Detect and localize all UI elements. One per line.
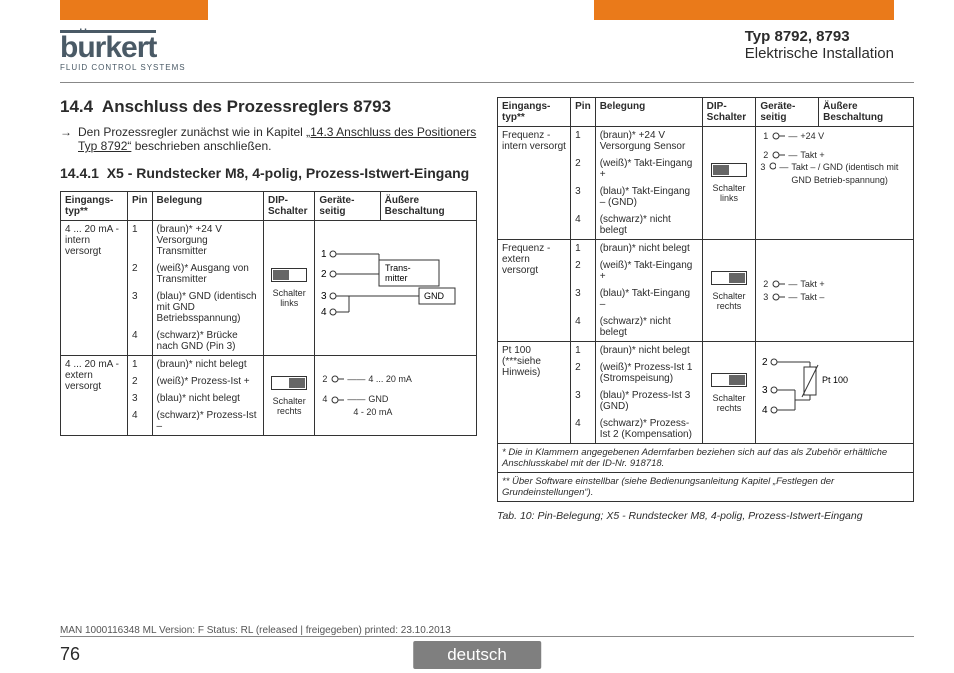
pin-table-left: Eingangs- typ** Pin Belegung DIP- Schalt… (60, 191, 477, 436)
svg-text:3: 3 (321, 291, 327, 302)
doc-type: Typ 8792, 8793 (745, 28, 894, 45)
language-pill: deutsch (413, 641, 541, 669)
dip-switch-icon (271, 376, 307, 390)
th-pin: Pin (127, 192, 152, 221)
page-number: 76 (60, 644, 80, 665)
section-no: 14.4 (60, 97, 93, 116)
page: bu..rkert FLUID CONTROL SYSTEMS Typ 8792… (0, 0, 954, 673)
lead-paragraph: → Den Prozessregler zunächst wie in Kapi… (60, 125, 477, 153)
cell-dip: Schalter links (264, 221, 315, 356)
svg-text:GND: GND (424, 291, 445, 301)
header-right: Typ 8792, 8793 Elektrische Installation (745, 28, 914, 62)
arrow-icon: → (60, 125, 72, 153)
svg-text:mitter: mitter (385, 273, 408, 283)
header: bu..rkert FLUID CONTROL SYSTEMS Typ 8792… (60, 28, 914, 72)
section-heading: 14.4 Anschluss des Prozessreglers 8793 (60, 97, 477, 117)
svg-text:2: 2 (321, 269, 327, 280)
svg-text:Trans-: Trans- (385, 263, 411, 273)
svg-text:4: 4 (762, 405, 768, 416)
th-dip: DIP- Schalter (264, 192, 315, 221)
svg-text:2: 2 (762, 357, 768, 368)
th-ext: Äußere Beschaltung (380, 192, 476, 221)
col-right: Eingangs- typ** Pin Belegung DIP- Schalt… (497, 97, 914, 522)
col-left: 14.4 Anschluss des Prozessreglers 8793 →… (60, 97, 477, 522)
dip-switch-icon (711, 163, 747, 177)
accent-bar-left (60, 0, 208, 20)
th-beleg: Belegung (152, 192, 263, 221)
th-type: Eingangs- typ** (61, 192, 128, 221)
svg-text:3: 3 (762, 385, 768, 396)
cell-schematic: 1 2 3 4 Trans-mitter GND (315, 221, 477, 356)
svg-text:Pt 100: Pt 100 (822, 375, 848, 385)
logo-wordmark: bu..rkert (60, 30, 220, 63)
section-title: Anschluss des Prozessreglers 8793 (102, 97, 391, 116)
footnote-1: * Die in Klammern angegebenen Adernfarbe… (498, 444, 914, 473)
table-caption: Tab. 10: Pin-Belegung; X5 - Rundstecker … (497, 510, 914, 522)
svg-text:1: 1 (321, 249, 327, 260)
svg-text:4: 4 (321, 307, 327, 318)
dip-switch-icon (711, 271, 747, 285)
logo: bu..rkert FLUID CONTROL SYSTEMS (60, 28, 220, 72)
header-rule (60, 82, 914, 83)
lead-text: Den Prozessregler zunächst wie in Kapite… (78, 125, 477, 153)
schematic: 1 — +24 V 2 — Takt + 3 — Takt – / GND (i… (760, 130, 909, 186)
doc-section: Elektrische Installation (745, 45, 894, 62)
schematic: 2 — Takt + 3 — Takt – (760, 278, 909, 303)
footnote-2: ** Über Software einstellbar (siehe Bedi… (498, 473, 914, 502)
pin-table-right: Eingangs- typ** Pin Belegung DIP- Schalt… (497, 97, 914, 502)
cell-type: 4 ... 20 mA - intern versorgt (61, 221, 128, 356)
dip-switch-icon (711, 373, 747, 387)
th-ger: Geräte- seitig (315, 192, 380, 221)
schematic-svg: 1 2 3 4 Trans-mitter GND (319, 237, 469, 337)
footer-meta: MAN 1000116348 ML Version: F Status: RL … (60, 625, 914, 637)
dip-switch-icon (271, 268, 307, 282)
columns: 14.4 Anschluss des Prozessreglers 8793 →… (60, 97, 914, 522)
subsection-heading: 14.4.1 X5 - Rundstecker M8, 4-polig, Pro… (60, 165, 477, 181)
logo-tagline: FLUID CONTROL SYSTEMS (60, 63, 220, 72)
schematic: 2 —— 4 ... 20 mA 4 —— GND 4 - 20 mA (319, 373, 472, 419)
accent-bar-right (594, 0, 894, 20)
schematic-svg: 2 3 4 Pt 100 (760, 351, 880, 431)
